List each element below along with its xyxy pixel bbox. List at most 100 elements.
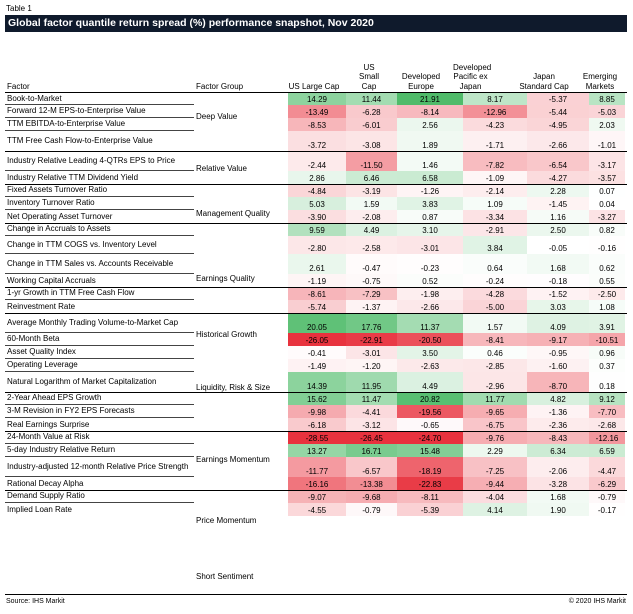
factor-name: Change in TTM COGS vs. Inventory Level xyxy=(5,236,194,254)
factor-name: Fixed Assets Turnover Ratio xyxy=(5,184,194,197)
value-cell: 6.34 xyxy=(527,444,589,457)
value-cell: -6.57 xyxy=(346,457,397,477)
value-cell: 3.91 xyxy=(589,313,625,333)
value-cell: -2.85 xyxy=(463,359,527,372)
value-cell: -7.29 xyxy=(346,287,397,300)
group-divider xyxy=(5,223,627,224)
table-row: Asset Quality Index -0.41 -3.01 3.50 0.46 -0.… xyxy=(5,346,627,359)
value-cell: 1.08 xyxy=(589,300,625,313)
value-cell: 0.96 xyxy=(589,346,625,359)
table-row: Book-to-Market 14.29 11.44 21.91 8.17 -5.37 8.… xyxy=(5,93,627,105)
value-cell: -8.43 xyxy=(527,431,589,444)
value-cell: 17.76 xyxy=(346,313,397,333)
value-cell: -8.70 xyxy=(527,372,589,392)
value-cell: 0.87 xyxy=(397,210,463,223)
value-cell: -9.98 xyxy=(288,405,346,418)
factor-group-column-header: Factor Group xyxy=(196,81,244,91)
value-cell: 11.77 xyxy=(463,392,527,405)
factor-name: Change in TTM Sales vs. Accounts Receiva… xyxy=(5,254,194,274)
value-cell: 21.91 xyxy=(397,93,463,105)
value-cell: 14.39 xyxy=(288,372,346,392)
factor-group-label: Short Sentiment xyxy=(196,572,254,581)
value-cell: -0.79 xyxy=(346,503,397,516)
value-cell: 2.50 xyxy=(527,223,589,236)
factor-name: Asset Quality Index xyxy=(5,346,194,359)
value-cell: -3.17 xyxy=(589,151,625,171)
value-cell: -2.36 xyxy=(527,418,589,431)
value-cell: -2.80 xyxy=(288,236,346,254)
value-cell: -13.38 xyxy=(346,477,397,490)
value-cell: -20.50 xyxy=(397,333,463,346)
value-cell: 0.55 xyxy=(589,274,625,287)
table-row: Industry-adjusted 12-month Relative Pric… xyxy=(5,457,627,477)
value-cell: 11.47 xyxy=(346,392,397,405)
header-divider xyxy=(5,92,627,93)
factor-name: Change in Accruals to Assets xyxy=(5,223,194,236)
value-cell: -1.98 xyxy=(397,287,463,300)
factor-name: Working Capital Accruals xyxy=(7,275,96,285)
value-cell: -1.36 xyxy=(527,405,589,418)
value-cell: 2.56 xyxy=(397,118,463,131)
value-cell: -0.23 xyxy=(397,254,463,274)
value-cell: 4.49 xyxy=(397,372,463,392)
value-cell: 2.28 xyxy=(527,184,589,197)
factor-group-label: Deep Value xyxy=(196,112,238,121)
factor-name: Inventory Turnover Ratio xyxy=(5,197,194,210)
value-cell: -6.54 xyxy=(527,151,589,171)
value-cell: -3.19 xyxy=(346,184,397,197)
table-row: TTM EBITDA-to-Enterprise Value -8.53 -6.01… xyxy=(5,118,627,131)
value-cell: -6.29 xyxy=(589,477,625,490)
us-large-cap-header: US Large Cap xyxy=(288,81,340,91)
value-cell: -19.56 xyxy=(397,405,463,418)
value-cell: -2.06 xyxy=(527,457,589,477)
value-cell: -0.18 xyxy=(527,274,589,287)
table-label: Table 1 xyxy=(6,4,32,13)
value-cell: 1.68 xyxy=(527,490,589,503)
value-cell: -2.96 xyxy=(463,372,527,392)
value-cell: -3.57 xyxy=(589,171,625,184)
value-cell: -6.28 xyxy=(346,105,397,118)
value-cell: -2.66 xyxy=(527,131,589,151)
value-cell: 4.82 xyxy=(527,392,589,405)
footer-divider xyxy=(5,594,627,595)
value-cell: -3.72 xyxy=(288,131,346,151)
value-cell: -0.47 xyxy=(346,254,397,274)
value-cell: -4.47 xyxy=(589,457,625,477)
value-cell: -3.27 xyxy=(589,210,625,223)
value-cell: -8.61 xyxy=(288,287,346,300)
factor-name: Average Monthly Trading Volume-to-Market… xyxy=(5,313,194,333)
value-cell: -6.75 xyxy=(463,418,527,431)
value-cell: 1.90 xyxy=(527,503,589,516)
value-cell: -2.44 xyxy=(288,151,346,171)
value-cell: -4.95 xyxy=(527,118,589,131)
value-cell: 6.46 xyxy=(346,171,397,184)
value-cell: -8.14 xyxy=(397,105,463,118)
value-cell: -1.60 xyxy=(527,359,589,372)
value-cell: 4.14 xyxy=(463,503,527,516)
factor-table: Book-to-Market 14.29 11.44 21.91 8.17 -5.37 8.… xyxy=(5,93,627,581)
value-cell: -6.01 xyxy=(346,118,397,131)
value-cell: -5.00 xyxy=(463,300,527,313)
value-cell: -9.65 xyxy=(463,405,527,418)
table-row: Change in TTM Sales vs. Accounts Receiva… xyxy=(5,254,627,274)
value-cell: -3.01 xyxy=(346,346,397,359)
table-row: Working Capital Accruals -1.19 -0.75 0.52 -0… xyxy=(5,274,627,287)
factor-group-label: Earnings Momentum xyxy=(196,455,270,464)
value-cell: 0.07 xyxy=(589,184,625,197)
value-cell: -12.96 xyxy=(463,105,527,118)
table-row: 5-day Industry Relative Return 13.27 16.71… xyxy=(5,444,627,457)
value-cell: -7.82 xyxy=(463,151,527,171)
value-cell: 0.37 xyxy=(589,359,625,372)
copyright-note: © 2020 IHS Markit xyxy=(568,598,626,605)
value-cell: -1.09 xyxy=(463,171,527,184)
factor-name: Rational Decay Alpha xyxy=(7,478,84,488)
value-cell: 6.58 xyxy=(397,171,463,184)
factor-name: Industry Relative Leading 4-QTRs EPS to … xyxy=(5,151,194,171)
value-cell: 2.29 xyxy=(463,444,527,457)
value-cell: 9.12 xyxy=(589,392,625,405)
value-cell: -7.70 xyxy=(589,405,625,418)
value-cell: -22.83 xyxy=(397,477,463,490)
value-cell: -1.19 xyxy=(288,274,346,287)
source-note: Source: IHS Markit xyxy=(6,598,65,605)
value-cell: 0.62 xyxy=(589,254,625,274)
